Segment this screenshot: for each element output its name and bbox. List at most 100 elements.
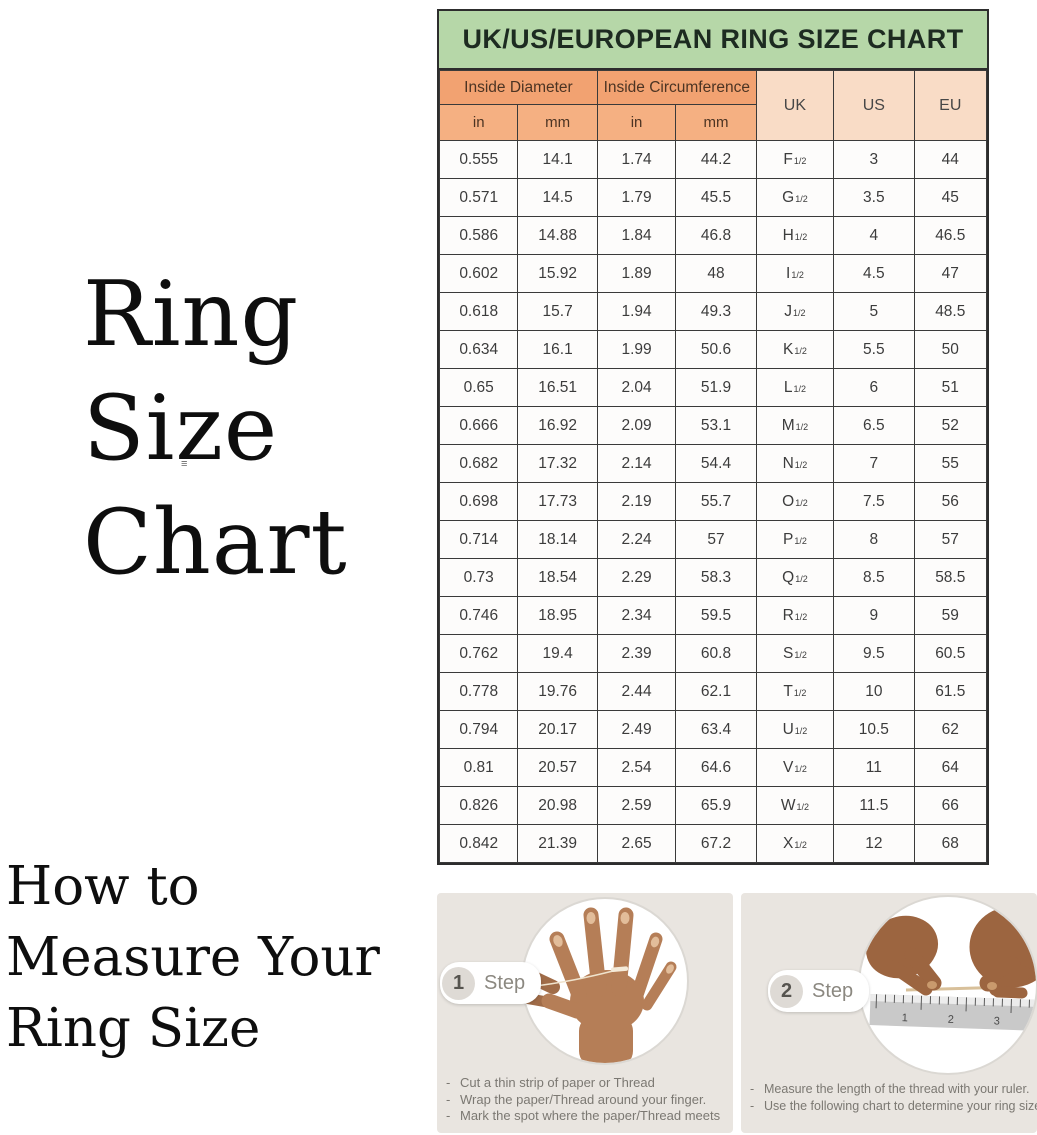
table-cell: 52: [913, 406, 988, 445]
table-cell: 59.5: [675, 596, 757, 635]
table-cell: 6.5: [833, 406, 915, 445]
table-cell-uk-size: N1/2: [755, 444, 835, 483]
table-cell: 53.1: [675, 406, 757, 445]
table-cell: 10: [833, 672, 915, 711]
table-cell: 2.29: [596, 558, 677, 597]
table-cell: 18.14: [517, 520, 598, 559]
table-row: 0.666 16.92 2.09 53.1 M1/2 6.5 52: [438, 406, 988, 445]
table-cell: 21.39: [517, 824, 598, 863]
table-cell: 5: [833, 292, 915, 331]
table-cell: 14.1: [517, 140, 598, 179]
table-cell: 50.6: [675, 330, 757, 369]
table-cell: 0.65: [438, 368, 519, 407]
table-cell: 66: [913, 786, 988, 825]
table-cell: 67.2: [675, 824, 757, 863]
table-cell: 17.32: [517, 444, 598, 483]
table-cell: 59: [913, 596, 988, 635]
table-row: 0.746 18.95 2.34 59.5 R1/2 9 59: [438, 596, 988, 635]
table-cell: 44.2: [675, 140, 757, 179]
table-cell-uk-size: J1/2: [755, 292, 835, 331]
table-cell: 2.54: [596, 748, 677, 787]
table-cell: 4: [833, 216, 915, 255]
table-cell: 0.714: [438, 520, 519, 559]
table-cell: 51: [913, 368, 988, 407]
table-cell: 7.5: [833, 482, 915, 521]
ruler: 1 2 3: [869, 994, 1036, 1031]
table-cell: 0.682: [438, 444, 519, 483]
table-cell: 2.14: [596, 444, 677, 483]
table-cell: 62: [913, 710, 988, 749]
col-group-inside-diameter: Inside Diameter: [439, 70, 598, 105]
table-cell: 61.5: [913, 672, 988, 711]
table-cell: 45.5: [675, 178, 757, 217]
ring-size-table: Inside Diameter Inside Circumference UK …: [438, 70, 988, 863]
heading-line: Ring Size: [6, 998, 261, 1059]
table-cell: 47: [913, 254, 988, 293]
table-cell: 2.34: [596, 596, 677, 635]
table-cell-uk-size: S1/2: [755, 634, 835, 673]
hand-with-thread-illustration: [523, 907, 677, 1063]
table-cell: 14.88: [517, 216, 598, 255]
table-row: 0.586 14.88 1.84 46.8 H1/2 4 46.5: [438, 216, 988, 255]
table-cell: 1.94: [596, 292, 677, 331]
step1-badge: 1 Step: [440, 962, 542, 1004]
table-cell-uk-size: P1/2: [755, 520, 835, 559]
instruction-line: - Cut a thin strip of paper or Thread: [443, 1075, 720, 1092]
table-cell-uk-size: R1/2: [755, 596, 835, 635]
table-cell: 15.92: [517, 254, 598, 293]
table-cell-uk-size: H1/2: [755, 216, 835, 255]
step1-instructions: - Cut a thin strip of paper or Thread - Wra…: [443, 1075, 720, 1125]
table-cell: 62.1: [675, 672, 757, 711]
table-cell: 46.8: [675, 216, 757, 255]
table-cell: 0.634: [438, 330, 519, 369]
table-cell: 64: [913, 748, 988, 787]
svg-text:1: 1: [902, 1012, 909, 1024]
heading-line: Ring: [83, 262, 300, 367]
table-cell: 9.5: [833, 634, 915, 673]
bullet-dash: -: [446, 1075, 451, 1090]
table-cell: 16.92: [517, 406, 598, 445]
table-row: 0.794 20.17 2.49 63.4 U1/2 10.5 62: [438, 710, 988, 749]
table-cell: 54.4: [675, 444, 757, 483]
table-cell: 58.5: [913, 558, 988, 597]
step2-badge: 2 Step: [768, 970, 870, 1012]
table-cell: 10.5: [833, 710, 915, 749]
step2-label: Step: [812, 979, 854, 1002]
page-title: Ring Size Chart: [83, 258, 348, 600]
step1-label: Step: [484, 971, 526, 994]
table-cell: 51.9: [675, 368, 757, 407]
table-cell: 15.7: [517, 292, 598, 331]
table-row: 0.634 16.1 1.99 50.6 K1/2 5.5 50: [438, 330, 988, 369]
col-header-uk: UK: [755, 70, 835, 141]
table-cell: 2.09: [596, 406, 677, 445]
table-cell: 2.44: [596, 672, 677, 711]
table-cell: 11: [833, 748, 915, 787]
instruction-line: - Mark the spot where the paper/Thread me…: [443, 1108, 720, 1125]
table-cell: 44: [913, 140, 988, 179]
table-cell: 11.5: [833, 786, 915, 825]
table-cell: 2.04: [596, 368, 677, 407]
stray-mark: ≡: [181, 458, 188, 470]
unit-header-mm: mm: [517, 104, 598, 141]
table-cell: 48.5: [913, 292, 988, 331]
table-cell-uk-size: U1/2: [755, 710, 835, 749]
table-row: 0.81 20.57 2.54 64.6 V1/2 11 64: [438, 748, 988, 787]
table-cell-uk-size: O1/2: [755, 482, 835, 521]
table-cell: 1.89: [596, 254, 677, 293]
table-cell: 48: [675, 254, 757, 293]
table-cell-uk-size: G1/2: [755, 178, 835, 217]
table-cell: 4.5: [833, 254, 915, 293]
table-cell: 58.3: [675, 558, 757, 597]
ring-table-body: 0.555 14.1 1.74 44.2 F1/2 3 44 0.571 14.5 1.79 45.…: [438, 140, 988, 863]
table-cell: 2.39: [596, 634, 677, 673]
table-cell: 17.73: [517, 482, 598, 521]
table-cell: 0.602: [438, 254, 519, 293]
table-cell: 64.6: [675, 748, 757, 787]
table-cell: 20.98: [517, 786, 598, 825]
chart-title: UK/US/EUROPEAN RING SIZE CHART: [439, 11, 987, 70]
table-cell: 63.4: [675, 710, 757, 749]
table-cell: 1.99: [596, 330, 677, 369]
instruction-text: Use the following chart to determine you…: [764, 1098, 1037, 1113]
table-cell-uk-size: W1/2: [755, 786, 835, 825]
